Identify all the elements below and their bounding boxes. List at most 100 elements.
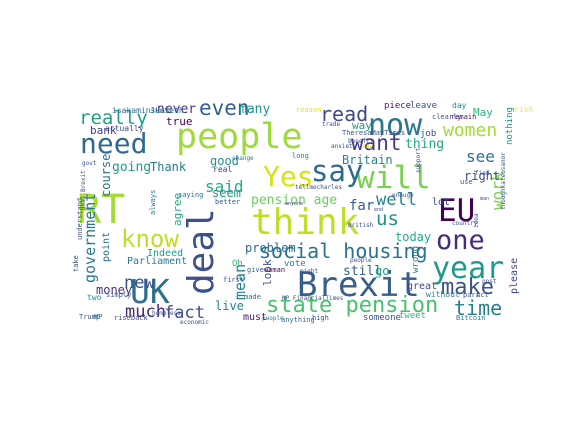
cloud-word: change — [232, 155, 254, 162]
cloud-word: many — [239, 102, 270, 117]
cloud-word: Oh — [232, 259, 243, 269]
cloud-word: vote — [284, 259, 306, 269]
cloud-word: MP FinancialTimes — [282, 295, 344, 302]
cloud-word: use — [460, 178, 473, 186]
cloud-word: government — [81, 193, 99, 283]
cloud-word: Trump — [79, 313, 100, 321]
cloud-word: make — [441, 275, 494, 300]
cloud-word: homeless — [152, 310, 181, 317]
cloud-word: benefit — [348, 138, 374, 145]
cloud-word: leave — [410, 101, 437, 111]
cloud-word: need — [80, 127, 147, 160]
cloud-word: pension age — [251, 193, 337, 208]
cloud-word: said — [205, 177, 244, 196]
cloud-word: nothing — [505, 107, 515, 145]
cloud-word: Thank — [150, 160, 187, 174]
cloud-word: thoughkateosanor — [500, 152, 507, 210]
word-layer: RT people think UK will deal Brexit now EU say nee… — [72, 96, 533, 326]
cloud-word: people — [176, 117, 302, 157]
cloud-word: support — [415, 147, 422, 173]
cloud-word: clearly — [432, 113, 462, 121]
cloud-word: risk — [514, 105, 533, 114]
cloud-word: look — [261, 259, 274, 286]
cloud-word: say — [362, 143, 373, 150]
cloud-word: part — [463, 291, 480, 299]
cloud-word: saying — [178, 191, 203, 199]
cloud-word: good — [210, 154, 239, 168]
cloud-word: want — [351, 131, 402, 155]
cloud-word: remain — [451, 113, 476, 121]
cloud-word: EU — [438, 193, 475, 229]
cloud-word: deal Brexit — [80, 170, 87, 210]
cloud-word: govt — [82, 160, 97, 167]
cloud-word: give — [247, 266, 264, 274]
cloud-word: piece — [384, 101, 411, 111]
cloud-word: tweet — [399, 311, 426, 321]
cloud-word: might — [300, 268, 318, 275]
cloud-word: see — [466, 147, 495, 166]
cloud-word: British — [348, 222, 374, 229]
cloud-word: Bitcoin — [456, 314, 486, 322]
cloud-word: great — [407, 281, 437, 292]
cloud-word: mean — [231, 264, 249, 300]
cloud-word: agree — [171, 193, 184, 226]
cloud-word: today — [395, 230, 431, 244]
cloud-word: idea — [473, 213, 480, 228]
cloud-word: please — [509, 258, 520, 294]
cloud-word: state pension — [266, 293, 438, 318]
cloud-word: anyone — [285, 201, 303, 207]
cloud-word: find — [475, 170, 490, 177]
cloud-word: will — [356, 160, 431, 196]
cloud-word: RT — [77, 187, 125, 233]
cloud-word: money — [96, 283, 132, 297]
cloud-word: bank — [90, 124, 117, 137]
cloud-word: long — [292, 152, 309, 160]
cloud-word: say — [311, 154, 363, 188]
cloud-word: someone — [363, 313, 401, 323]
cloud-word: women — [443, 120, 497, 141]
cloud-word: actually — [105, 124, 144, 133]
cloud-word: TheresaMayTimes — [342, 129, 405, 137]
cloud-word: much — [125, 302, 166, 322]
cloud-word: even — [199, 96, 250, 120]
cloud-word: anxiety — [331, 143, 357, 150]
cloud-word: isakaminska — [112, 106, 165, 115]
cloud-word: right — [464, 169, 500, 183]
cloud-word: Britain — [342, 153, 393, 167]
cloud-word: made — [244, 293, 261, 301]
cloud-word: wrong — [411, 246, 421, 273]
cloud-word: way — [352, 119, 372, 132]
cloud-word: far — [349, 198, 374, 214]
cloud-word: Act — [476, 291, 489, 299]
cloud-word: read — [320, 102, 368, 126]
cloud-word: JunSeth — [150, 106, 184, 115]
cloud-word: course — [99, 154, 113, 197]
cloud-word: us — [376, 208, 399, 230]
cloud-word: one — [436, 225, 485, 256]
cloud-word: time — [454, 296, 502, 320]
cloud-word: trade — [322, 121, 340, 128]
cloud-word: now — [368, 108, 423, 143]
cloud-word: must — [243, 312, 267, 323]
cloud-word: deal — [181, 208, 222, 295]
cloud-word: tellmecharles — [295, 184, 342, 191]
cloud-word: man — [480, 196, 489, 202]
cloud-word: country — [452, 220, 478, 227]
cloud-word: true — [166, 115, 193, 128]
cloud-word: end — [374, 207, 383, 213]
cloud-word: UK — [130, 272, 170, 311]
cloud-word: enough — [392, 192, 414, 199]
cloud-word: MP — [94, 313, 102, 321]
cloud-word: year — [432, 251, 504, 286]
cloud-word: social housing — [259, 239, 428, 263]
cloud-word: anything — [281, 316, 315, 324]
cloud-word: lot — [432, 197, 450, 208]
cloud-word: fact — [164, 303, 205, 323]
cloud-word: seem — [212, 186, 241, 200]
cloud-word: problem — [245, 241, 296, 255]
cloud-word: without — [426, 290, 460, 299]
cloud-word: new — [124, 273, 155, 293]
cloud-word: better — [215, 198, 240, 206]
cloud-word: economic — [180, 319, 209, 326]
